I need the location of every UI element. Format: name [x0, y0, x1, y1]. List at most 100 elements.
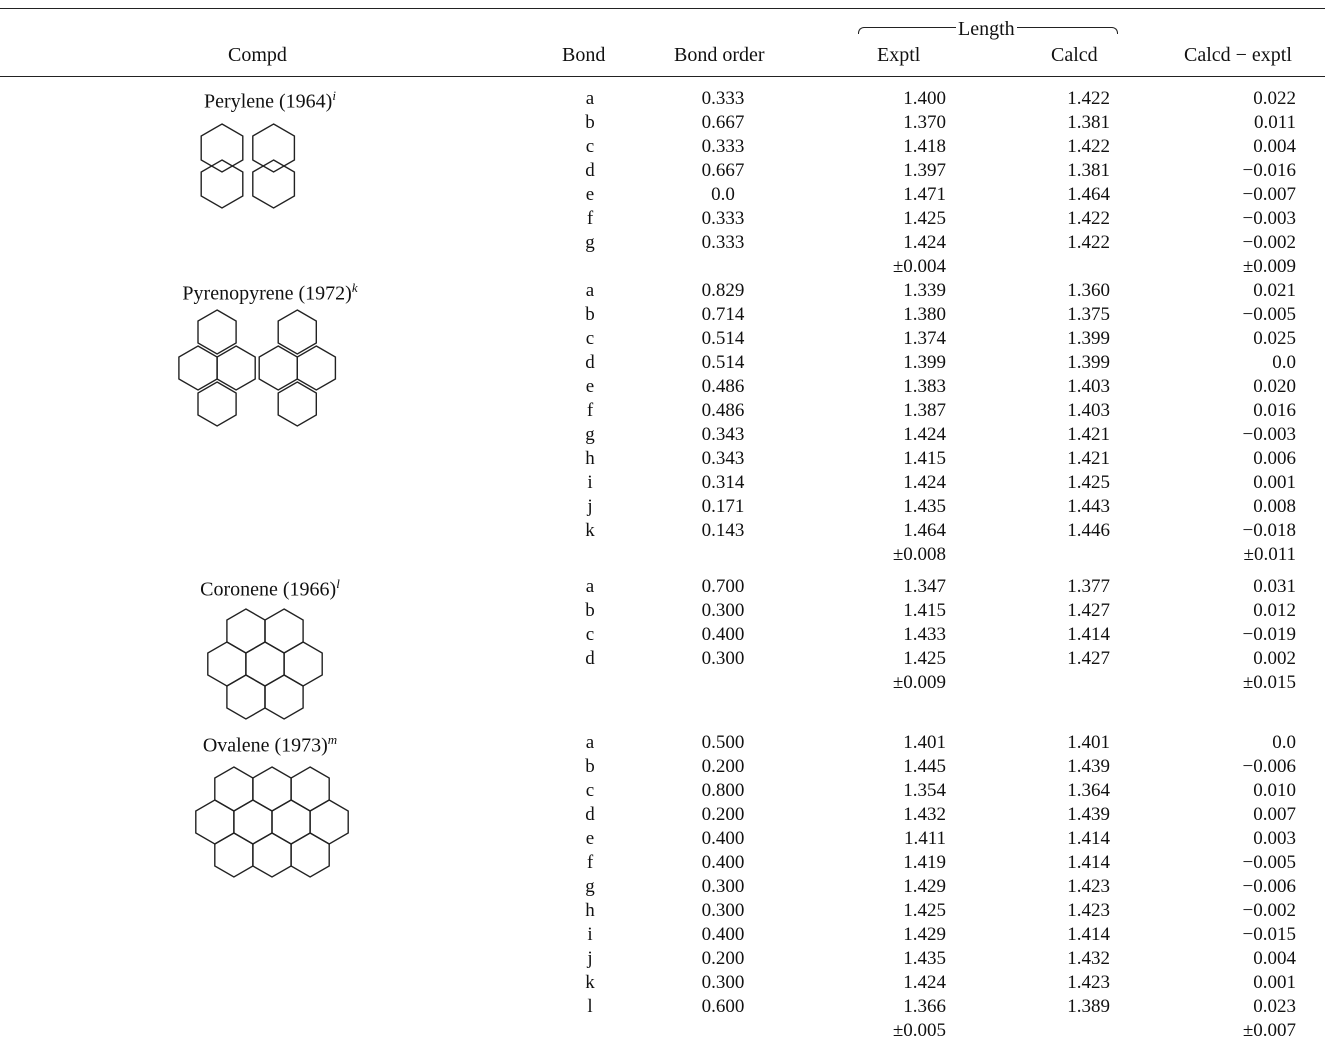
calcd-cell: 1.414	[1067, 828, 1110, 849]
diff-cell: −0.003	[1242, 424, 1296, 445]
diff-cell: 0.022	[1253, 88, 1296, 109]
ring	[252, 159, 296, 209]
compound-ref: m	[327, 732, 338, 747]
bond-order-cell: 0.300	[701, 972, 745, 993]
ring	[195, 799, 235, 845]
diff-error: ±0.009	[1242, 256, 1296, 277]
bond-order-cell: 0.300	[701, 600, 745, 621]
diff-cell: −0.006	[1242, 756, 1296, 777]
bond-order-cell: 0.300	[701, 648, 745, 669]
bond-cell: i	[587, 924, 593, 945]
ring	[309, 799, 349, 845]
calcd-cell: 1.414	[1067, 924, 1110, 945]
exptl-cell: 1.399	[903, 352, 946, 373]
bond-order-cell: 0.333	[701, 232, 745, 253]
ring	[258, 345, 299, 391]
exptl-cell: 1.435	[903, 496, 946, 517]
length-bracket-right	[1111, 27, 1118, 34]
diff-cell: −0.015	[1242, 924, 1296, 945]
calcd-cell: 1.403	[1067, 376, 1110, 397]
calcd-cell: 1.423	[1067, 900, 1110, 921]
exptl-cell: 1.429	[903, 876, 946, 897]
ring	[252, 832, 292, 878]
bond-cell: g	[585, 232, 595, 253]
calcd-cell: 1.381	[1067, 112, 1110, 133]
length-bracket-left	[858, 27, 865, 34]
exptl-cell: 1.397	[903, 160, 946, 181]
bond-order-cell: 0.514	[701, 328, 745, 349]
diff-cell: 0.0	[1272, 352, 1296, 373]
bond-cell: l	[587, 996, 593, 1017]
perylene-structure	[200, 123, 296, 209]
ring	[290, 766, 330, 812]
calcd-cell: 1.423	[1067, 876, 1110, 897]
bond-cell: e	[585, 184, 595, 205]
bond-cell: f	[586, 208, 594, 229]
bond-order-cell: 0.200	[701, 948, 745, 969]
bond-cell: b	[585, 112, 595, 133]
bond-cell: h	[585, 448, 595, 469]
diff-cell: −0.019	[1242, 624, 1296, 645]
bond-cell: c	[585, 328, 595, 349]
bond-order-cell: 0.333	[701, 136, 745, 157]
bond-cell: e	[585, 376, 595, 397]
bond-order-cell: 0.343	[701, 424, 745, 445]
bond-cell: b	[585, 756, 595, 777]
bond-cell: d	[585, 648, 595, 669]
bond-order-cell: 0.514	[701, 352, 745, 373]
pyrenopyrene-structure	[178, 309, 337, 427]
diff-cell: −0.002	[1242, 232, 1296, 253]
exptl-cell: 1.400	[903, 88, 946, 109]
ring	[178, 345, 218, 391]
bond-order-header: Bond order	[674, 44, 765, 66]
ring	[226, 608, 266, 654]
bond-cell: c	[585, 780, 595, 801]
header-rule	[0, 76, 1325, 77]
bond-cell: j	[587, 496, 593, 517]
exptl-cell: 1.432	[903, 804, 946, 825]
diff-cell: 0.025	[1253, 328, 1296, 349]
length-header: Length	[956, 18, 1017, 41]
bond-order-cell: 0.200	[701, 756, 745, 777]
diff-cell: 0.0	[1272, 732, 1296, 753]
bond-order-cell: 0.333	[701, 88, 745, 109]
compound-name-text: Pyrenopyrene (1972)	[182, 282, 352, 305]
ring	[290, 832, 330, 878]
calcd-cell: 1.446	[1067, 520, 1110, 541]
diff-cell: 0.001	[1253, 472, 1296, 493]
ring	[264, 608, 304, 654]
bond-cell: b	[585, 600, 595, 621]
bond-order-cell: 0.500	[701, 732, 745, 753]
bond-order-cell: 0.486	[701, 400, 745, 421]
ring	[271, 799, 311, 845]
bond-header: Bond	[562, 44, 606, 66]
exptl-cell: 1.424	[903, 972, 946, 993]
bond-order-cell: 0.200	[701, 804, 745, 825]
bond-cell: g	[585, 424, 595, 445]
bond-cell: c	[585, 136, 595, 157]
bond-cell: k	[585, 972, 595, 993]
diff-cell: 0.020	[1253, 376, 1296, 397]
bond-cell: d	[585, 352, 595, 373]
bond-order-cell: 0.600	[701, 996, 745, 1017]
diff-cell: 0.031	[1253, 576, 1296, 597]
calcd-cell: 1.443	[1067, 496, 1110, 517]
calcd-cell: 1.421	[1067, 424, 1110, 445]
bond-cell: a	[585, 732, 595, 753]
ring	[200, 123, 244, 173]
exptl-cell: 1.429	[903, 924, 946, 945]
exptl-cell: 1.419	[903, 852, 946, 873]
calcd-cell: 1.364	[1067, 780, 1110, 801]
calcd-cell: 1.403	[1067, 400, 1110, 421]
diff-cell: 0.001	[1253, 972, 1296, 993]
exptl-cell: 1.383	[903, 376, 946, 397]
exptl-cell: 1.424	[903, 424, 946, 445]
diff-cell: −0.007	[1242, 184, 1296, 205]
ring	[214, 832, 254, 878]
diff-cell: 0.012	[1253, 600, 1296, 621]
diff-cell: 0.016	[1253, 400, 1296, 421]
ring	[245, 641, 285, 687]
exptl-cell: 1.339	[903, 280, 946, 301]
bond-order-cell: 0.300	[701, 900, 745, 921]
calcd-cell: 1.427	[1067, 648, 1110, 669]
